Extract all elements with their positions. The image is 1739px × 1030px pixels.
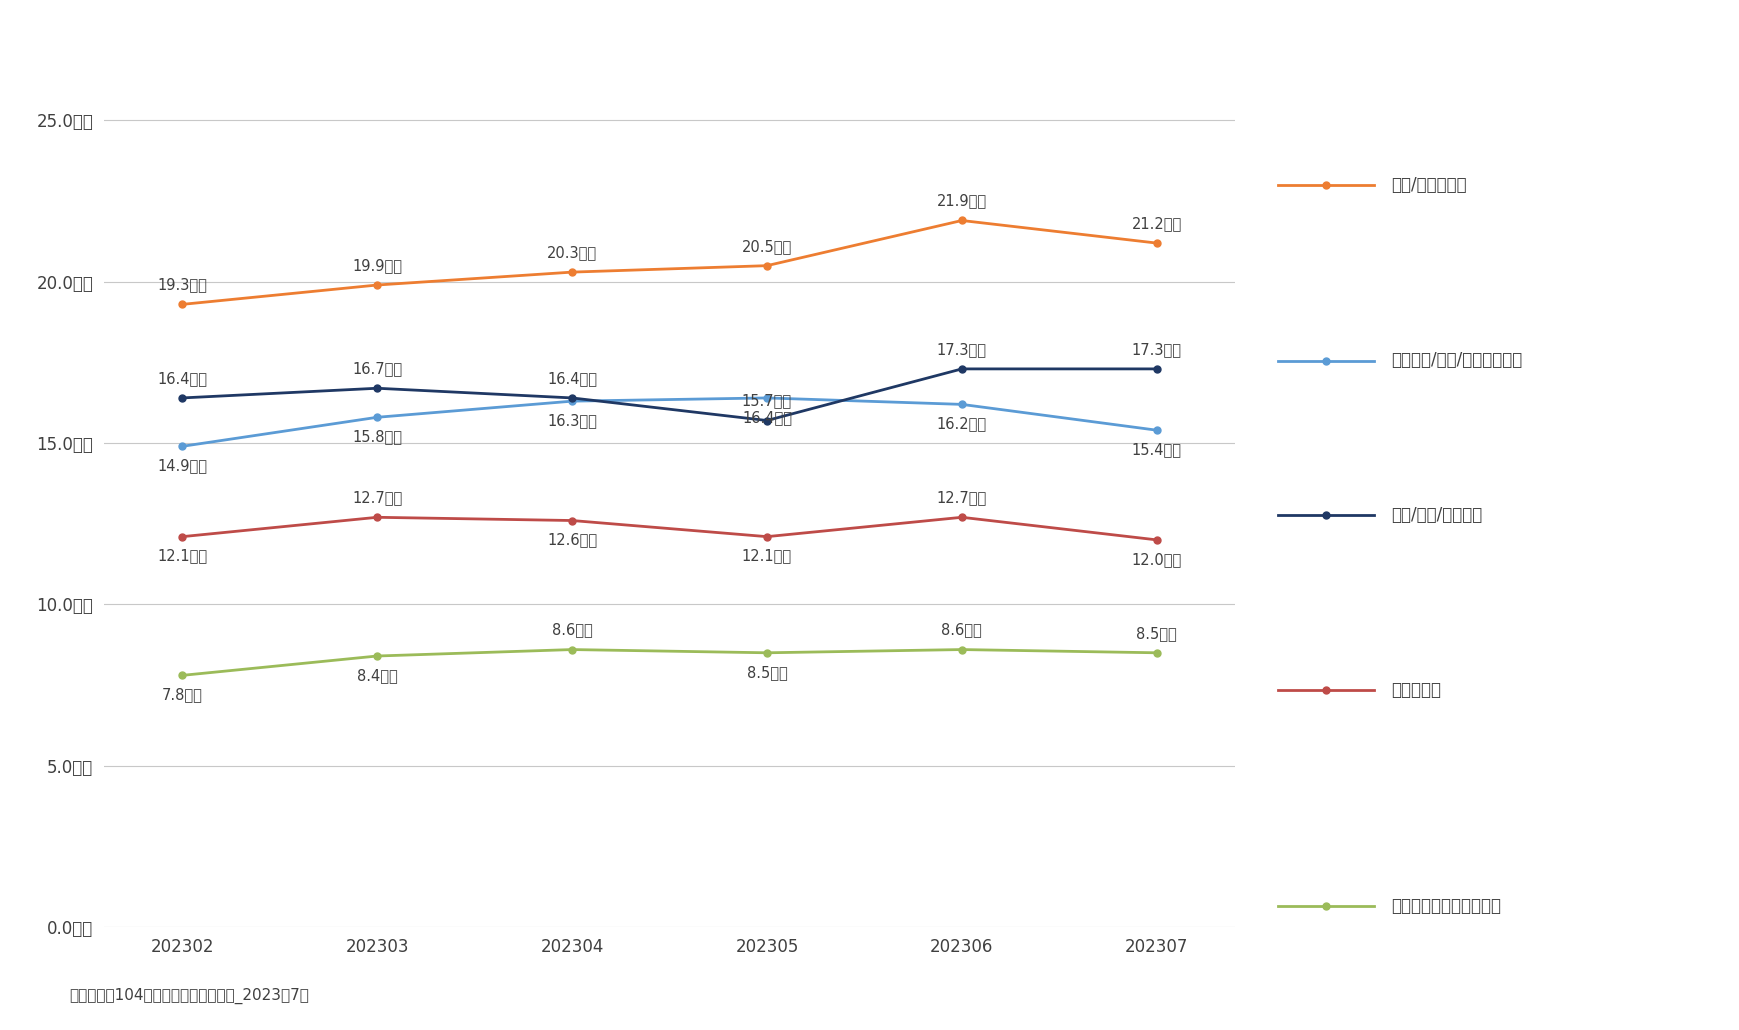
Text: 建築營造及不動產相關業: 建築營造及不動產相關業 [1391,897,1501,916]
Text: 12.1萬個: 12.1萬個 [157,549,207,563]
電子資訊/軟體/半導體相關業 [951,399,972,411]
Text: 21.2萬個: 21.2萬個 [1132,216,1183,231]
Text: 12.6萬個: 12.6萬個 [548,533,596,548]
Text: 資料來源：104人力銀行對外公佈數據_2023年7月: 資料來源：104人力銀行對外公佈數據_2023年7月 [70,988,310,1004]
Line: 一般製造業: 一般製造業 [179,514,1160,544]
建築營造及不動產相關業 [951,644,972,656]
住宿/餐飲服務業 [1146,237,1167,249]
電子資訊/軟體/半導體相關業 [756,391,777,404]
Text: 7.8萬個: 7.8萬個 [162,687,203,702]
Text: 8.6萬個: 8.6萬個 [941,622,983,638]
一般製造業 [951,511,972,523]
住宿/餐飲服務業 [367,279,388,291]
Text: 15.4萬個: 15.4萬個 [1132,442,1183,457]
Text: 21.9萬個: 21.9萬個 [937,194,988,208]
住宿/餐飲服務業 [756,260,777,272]
Text: 17.3萬個: 17.3萬個 [1132,342,1183,357]
Text: 19.3萬個: 19.3萬個 [157,277,207,293]
Text: 15.8萬個: 15.8萬個 [353,430,402,444]
Text: 16.7萬個: 16.7萬個 [351,362,402,376]
一般製造業 [367,511,388,523]
住宿/餐飲服務業 [562,266,583,278]
電子資訊/軟體/半導體相關業 [367,411,388,423]
Line: 批發/零售/傳直銷業: 批發/零售/傳直銷業 [179,366,1160,424]
電子資訊/軟體/半導體相關業 [1146,424,1167,437]
Text: 15.7萬個: 15.7萬個 [743,393,791,409]
批發/零售/傳直銷業 [1146,363,1167,375]
住宿/餐飲服務業 [951,214,972,227]
Text: 20.3萬個: 20.3萬個 [548,245,596,261]
Text: 12.0萬個: 12.0萬個 [1132,552,1183,566]
Text: 批發/零售/傳直銷業: 批發/零售/傳直銷業 [1391,506,1482,524]
批發/零售/傳直銷業 [367,382,388,394]
建築營造及不動產相關業 [172,670,193,682]
建築營造及不動產相關業 [1146,647,1167,659]
Text: 20.5萬個: 20.5萬個 [743,239,791,253]
Text: 12.1萬個: 12.1萬個 [743,549,791,563]
批發/零售/傳直銷業 [756,414,777,426]
建築營造及不動產相關業 [756,647,777,659]
Text: 8.5萬個: 8.5萬個 [746,664,788,680]
Line: 建築營造及不動產相關業: 建築營造及不動產相關業 [179,646,1160,679]
Text: 14.9萬個: 14.9萬個 [157,458,207,473]
Text: 16.4萬個: 16.4萬個 [743,410,791,424]
建築營造及不動產相關業 [562,644,583,656]
Text: 一般製造業: 一般製造業 [1391,681,1442,699]
Text: 住宿/餐飲服務業: 住宿/餐飲服務業 [1391,176,1466,195]
Text: 16.4萬個: 16.4萬個 [548,371,596,386]
批發/零售/傳直銷業 [562,391,583,404]
Text: 12.7萬個: 12.7萬個 [937,490,988,506]
Text: 8.4萬個: 8.4萬個 [356,668,398,683]
批發/零售/傳直銷業 [172,391,193,404]
Text: 8.6萬個: 8.6萬個 [551,622,593,638]
Text: 17.3萬個: 17.3萬個 [937,342,986,357]
住宿/餐飲服務業 [172,299,193,311]
一般製造業 [1146,534,1167,546]
一般製造業 [562,514,583,526]
Text: 19.9萬個: 19.9萬個 [353,259,402,273]
Line: 住宿/餐飲服務業: 住宿/餐飲服務業 [179,217,1160,308]
Text: 16.4萬個: 16.4萬個 [157,371,207,386]
Text: 8.5萬個: 8.5萬個 [1136,626,1177,641]
批發/零售/傳直銷業 [951,363,972,375]
Line: 電子資訊/軟體/半導體相關業: 電子資訊/軟體/半導體相關業 [179,394,1160,450]
一般製造業 [756,530,777,543]
建築營造及不動產相關業 [367,650,388,662]
Text: 12.7萬個: 12.7萬個 [351,490,402,506]
一般製造業 [172,530,193,543]
電子資訊/軟體/半導體相關業 [172,440,193,452]
Text: 16.2萬個: 16.2萬個 [937,416,988,432]
Text: 16.3萬個: 16.3萬個 [548,413,596,428]
Text: 電子資訊/軟體/半導體相關業: 電子資訊/軟體/半導體相關業 [1391,351,1522,370]
電子資訊/軟體/半導體相關業 [562,394,583,407]
